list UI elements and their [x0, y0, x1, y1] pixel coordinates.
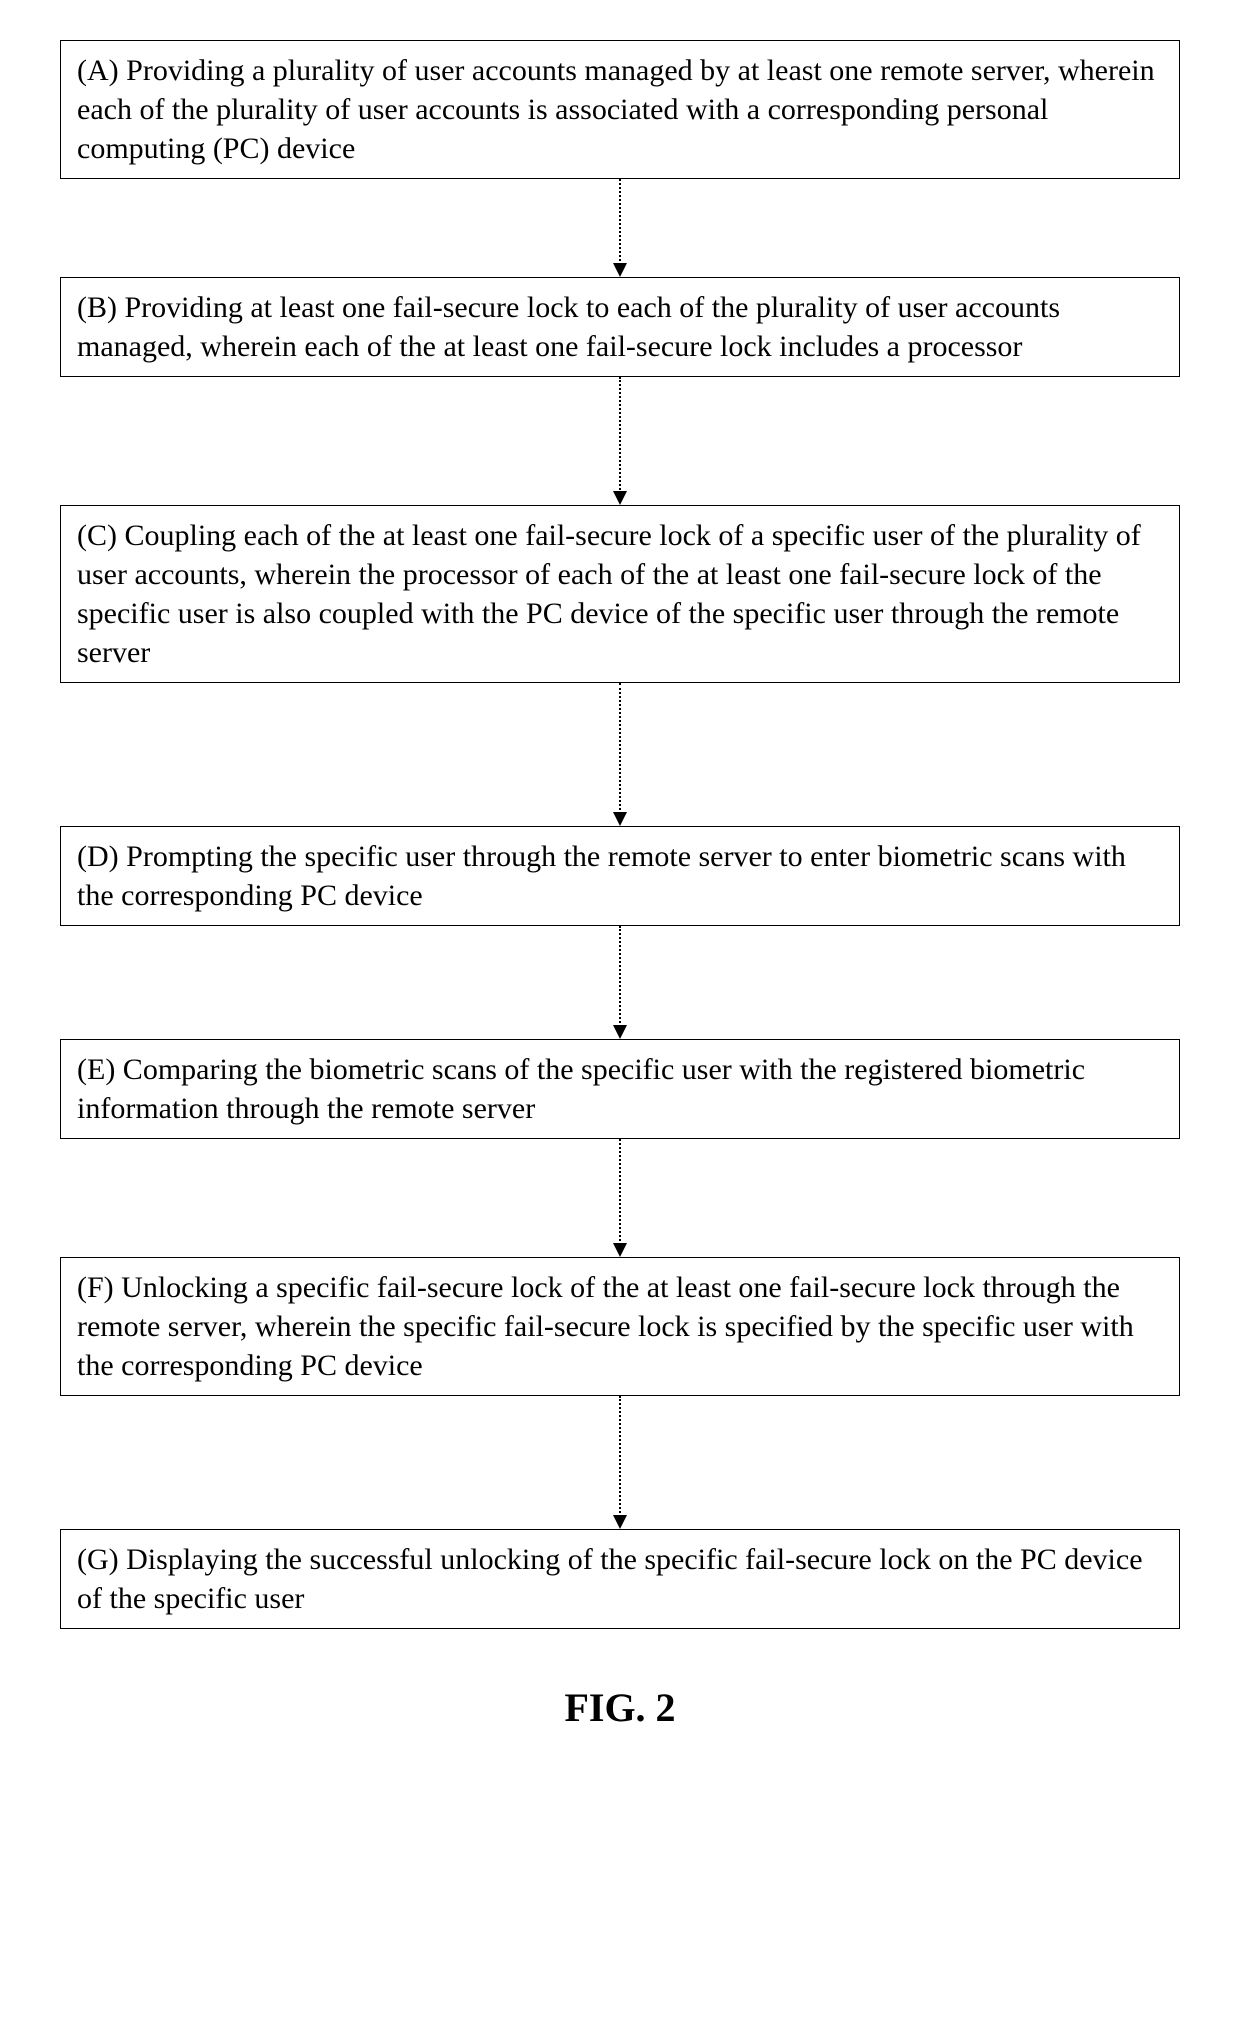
step-text: (D) Prompting the specific user through …	[77, 840, 1126, 912]
flowchart-container: (A) Providing a plurality of user accoun…	[50, 40, 1190, 1731]
step-box-g: (G) Displaying the successful unlocking …	[60, 1529, 1180, 1629]
step-text: (G) Displaying the successful unlocking …	[77, 1543, 1143, 1615]
arrow-head-icon	[613, 491, 627, 505]
arrow-head-icon	[613, 812, 627, 826]
step-box-b: (B) Providing at least one fail-secure l…	[60, 277, 1180, 377]
arrow-line	[619, 179, 621, 265]
arrow-head-icon	[613, 1025, 627, 1039]
figure-label: FIG. 2	[50, 1684, 1190, 1731]
arrow-line	[619, 1139, 621, 1245]
arrow-a-b	[613, 179, 627, 277]
arrow-d-e	[613, 926, 627, 1039]
arrow-head-icon	[613, 1243, 627, 1257]
step-box-f: (F) Unlocking a specific fail-secure loc…	[60, 1257, 1180, 1396]
arrow-e-f	[613, 1139, 627, 1257]
step-text: (A) Providing a plurality of user accoun…	[77, 54, 1155, 165]
step-box-e: (E) Comparing the biometric scans of the…	[60, 1039, 1180, 1139]
arrow-f-g	[613, 1396, 627, 1529]
arrow-head-icon	[613, 1515, 627, 1529]
arrow-line	[619, 683, 621, 814]
step-box-d: (D) Prompting the specific user through …	[60, 826, 1180, 926]
step-text: (C) Coupling each of the at least one fa…	[77, 519, 1141, 669]
arrow-line	[619, 1396, 621, 1517]
arrow-c-d	[613, 683, 627, 826]
arrow-line	[619, 377, 621, 493]
arrow-b-c	[613, 377, 627, 505]
step-text: (E) Comparing the biometric scans of the…	[77, 1053, 1085, 1125]
step-box-c: (C) Coupling each of the at least one fa…	[60, 505, 1180, 683]
step-text: (F) Unlocking a specific fail-secure loc…	[77, 1271, 1134, 1382]
step-text: (B) Providing at least one fail-secure l…	[77, 291, 1060, 363]
step-box-a: (A) Providing a plurality of user accoun…	[60, 40, 1180, 179]
arrow-head-icon	[613, 263, 627, 277]
arrow-line	[619, 926, 621, 1027]
